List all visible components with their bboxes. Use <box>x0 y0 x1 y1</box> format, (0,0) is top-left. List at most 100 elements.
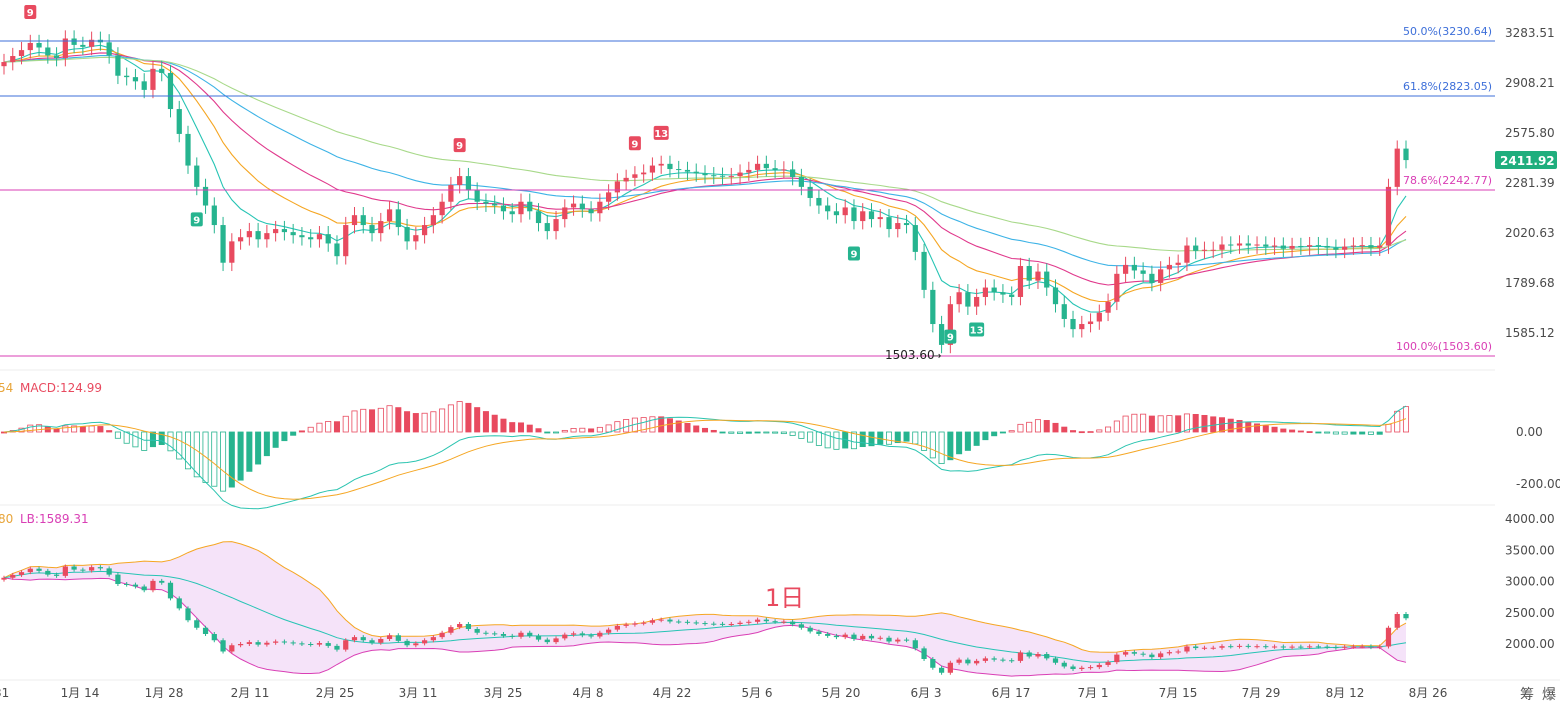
candle-body <box>1026 266 1032 281</box>
macd-bar <box>465 402 472 433</box>
candle-body <box>728 176 734 178</box>
candle-body <box>614 181 620 193</box>
candle-body <box>465 176 472 191</box>
candle-body <box>1149 273 1155 283</box>
boll-candle-body <box>719 623 726 625</box>
boll-candle-body <box>430 637 436 641</box>
boll-candle-body <box>772 621 778 623</box>
boll-candle-body <box>1052 658 1059 663</box>
boll-candle-body <box>1333 647 1339 649</box>
candle-body <box>1044 271 1050 288</box>
macd-bar <box>956 431 963 455</box>
macd-bar <box>1324 431 1331 434</box>
candle-body <box>1333 247 1339 250</box>
liquidation-button[interactable]: 爆 <box>1542 687 1556 703</box>
price-axis-tick: 2575.80 <box>1505 126 1555 140</box>
candle-body <box>658 163 664 166</box>
macd-bar <box>272 431 279 448</box>
candle-body <box>176 109 182 134</box>
macd-axis-tick: -200.00 <box>1516 477 1560 491</box>
macd-bar <box>868 431 875 447</box>
td-marker-label: 13 <box>970 325 984 336</box>
macd-bar <box>675 420 682 433</box>
boll-candle-body <box>938 667 945 673</box>
boll-candle-body <box>124 584 130 585</box>
macd-bar <box>517 422 524 433</box>
fibonacci-levels: 50.0%(3230.64) 61.8%(2823.05) 78.6%(2242.7… <box>0 25 1495 357</box>
boll-candle-body <box>334 645 340 650</box>
boll-candle-body <box>1350 646 1357 648</box>
candle-body <box>965 292 971 307</box>
candle-body <box>237 237 244 242</box>
boll-candle-body <box>351 637 358 641</box>
candle-body <box>807 186 813 198</box>
boll-axis-tick: 2000.00 <box>1505 637 1555 651</box>
macd-bar <box>850 431 857 450</box>
x-axis-date-label: 1月 28 <box>145 686 184 700</box>
candle-body <box>106 42 112 56</box>
candle-body <box>1307 245 1313 247</box>
macd-bar <box>430 411 437 433</box>
macd-bar <box>1315 431 1322 434</box>
candle-body <box>544 223 550 232</box>
macd-bar <box>307 426 314 433</box>
x-axis-date-label: 2月 11 <box>231 686 270 700</box>
candle-body <box>860 211 866 222</box>
macd-bar <box>772 431 779 434</box>
boll-candle-body <box>97 567 103 569</box>
candle-body <box>1184 245 1190 263</box>
candles <box>1 30 1409 354</box>
macd-bar <box>220 431 227 492</box>
candle-body <box>53 55 60 59</box>
macd-bar <box>1218 417 1225 433</box>
boll-candle-body <box>474 629 480 633</box>
boll-candle-body <box>1140 653 1146 655</box>
candle-body <box>1070 318 1076 330</box>
boll-candle-body <box>369 640 375 643</box>
chip-button[interactable]: 筹 <box>1520 686 1534 703</box>
x-axis-date-label: 3月 25 <box>484 686 523 700</box>
boll-candle-body <box>45 570 51 575</box>
grid <box>0 369 1560 681</box>
candle-body <box>80 44 86 47</box>
boll-candle-body <box>378 639 384 643</box>
boll-candle-body <box>299 643 305 645</box>
x-axis-date-label: 3月 11 <box>399 686 438 700</box>
bollinger-fill <box>4 541 1406 677</box>
boll-candle-body <box>439 632 445 638</box>
boll-candle-body <box>921 648 927 659</box>
macd-bar <box>544 431 551 434</box>
moving-average-line <box>3 55 1407 268</box>
macd-bar <box>53 428 60 433</box>
candle-body <box>527 201 533 212</box>
macd-bar <box>456 401 463 433</box>
boll-candle-body <box>947 662 953 673</box>
x-axis-date-label: 31 <box>0 686 9 700</box>
macd-bar <box>570 428 577 433</box>
candle-body <box>10 56 16 63</box>
macd-bar <box>1008 430 1015 433</box>
boll-candle-body <box>1228 646 1234 648</box>
macd-bar <box>1376 431 1383 435</box>
macd-bar <box>1262 425 1269 433</box>
macd-bar <box>973 431 980 446</box>
macd-bar <box>605 424 612 433</box>
td-marker-box <box>847 246 860 261</box>
boll-candle-body <box>132 584 139 587</box>
candle-body <box>185 133 191 166</box>
candle-body <box>27 42 33 51</box>
bollinger-lower-line <box>3 577 1407 677</box>
boll-candle-body <box>579 633 585 636</box>
candle-body <box>1061 304 1067 319</box>
x-axis-date-label: 8月 12 <box>1326 686 1365 700</box>
macd-bar <box>114 431 121 439</box>
macd-bar <box>1236 420 1243 433</box>
macd-bar <box>1017 423 1024 433</box>
boll-candle-body <box>80 569 86 571</box>
macd-bar <box>1061 426 1068 433</box>
price-axis-tick: 3283.51 <box>1505 26 1555 40</box>
candle-body <box>448 185 454 202</box>
macd-bar <box>27 424 34 433</box>
macd-bar <box>491 414 498 433</box>
candle-body <box>1166 264 1173 270</box>
